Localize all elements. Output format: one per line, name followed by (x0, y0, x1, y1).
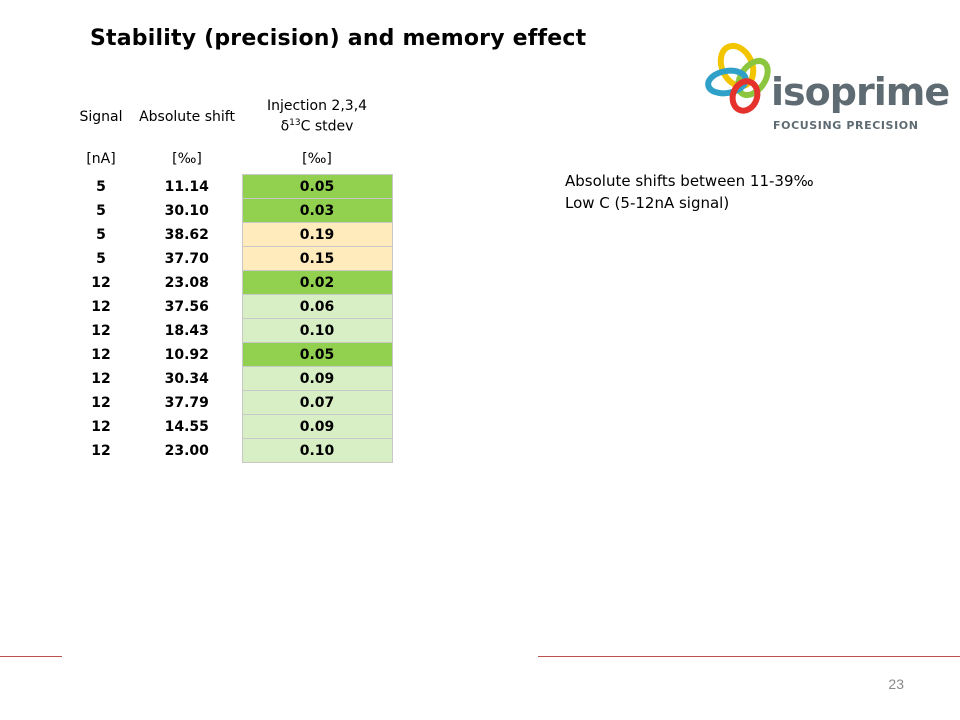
cell-absolute-shift: 14.55 (164, 418, 209, 435)
page-number: 23 (888, 676, 904, 692)
cell-signal: 12 (91, 370, 111, 387)
table-row: 5 38.62 0.19 (70, 222, 393, 247)
table-row: 12 23.00 0.10 (70, 438, 393, 463)
unit-signal: [nA] (86, 151, 116, 168)
cell-absolute-shift: 37.56 (164, 298, 209, 315)
table-row: 5 11.14 0.05 (70, 174, 393, 199)
cell-signal: 5 (96, 178, 106, 195)
table-row: 12 37.79 0.07 (70, 390, 393, 415)
header-stdev-label: C stdev (300, 118, 354, 135)
table-row: 12 37.56 0.06 (70, 294, 393, 319)
footer-rule-right (538, 656, 960, 657)
footer-rule-left (0, 656, 62, 657)
cell-signal: 5 (96, 226, 106, 243)
cell-stdev: 0.03 (241, 198, 393, 223)
cell-signal: 12 (91, 394, 111, 411)
isoprime-logo: isoprime FOCUSING PRECISION (705, 40, 950, 140)
cell-signal: 12 (91, 442, 111, 459)
table-row: 5 37.70 0.15 (70, 246, 393, 271)
header-signal: Signal (79, 108, 123, 125)
cell-stdev: 0.05 (241, 342, 393, 367)
cell-stdev: 0.15 (241, 246, 393, 271)
cell-stdev: 0.07 (241, 390, 393, 415)
unit-absolute-shift: [‰] (172, 151, 202, 168)
cell-absolute-shift: 38.62 (164, 226, 209, 243)
cell-signal: 5 (96, 202, 106, 219)
table-row: 12 10.92 0.05 (70, 342, 393, 367)
cell-stdev: 0.10 (241, 318, 393, 343)
header-isotope-superscript: 13 (289, 118, 301, 129)
cell-signal: 12 (91, 322, 111, 339)
cell-absolute-shift: 18.43 (164, 322, 209, 339)
table-row: 5 30.10 0.03 (70, 198, 393, 223)
cell-stdev: 0.02 (241, 270, 393, 295)
header-absolute-shift: Absolute shift (139, 108, 235, 125)
notes-block: Absolute shifts between 11-39‰ Low C (5-… (565, 170, 814, 214)
note-low-c: Low C (5-12nA signal) (565, 194, 730, 212)
cell-absolute-shift: 23.08 (164, 274, 209, 291)
cell-absolute-shift: 23.00 (164, 442, 209, 459)
table-body: 5 11.14 0.05 5 30.10 0.03 5 38.62 0.19 5 37.70 0.15… (70, 174, 393, 463)
header-delta-symbol: δ (280, 118, 290, 135)
cell-absolute-shift: 30.34 (164, 370, 209, 387)
cell-absolute-shift: 37.70 (164, 250, 209, 267)
table-row: 12 30.34 0.09 (70, 366, 393, 391)
cell-signal: 12 (91, 346, 111, 363)
cell-absolute-shift: 37.79 (164, 394, 209, 411)
logo-tagline: FOCUSING PRECISION (773, 119, 919, 132)
cell-stdev: 0.09 (241, 414, 393, 439)
cell-signal: 12 (91, 418, 111, 435)
table-row: 12 23.08 0.02 (70, 270, 393, 295)
note-absolute-shifts: Absolute shifts between 11-39‰ (565, 172, 814, 190)
cell-absolute-shift: 11.14 (164, 178, 209, 195)
logo-wordmark: isoprime (771, 70, 950, 114)
header-injection-line: Injection 2,3,4 (266, 98, 368, 115)
cell-signal: 12 (91, 298, 111, 315)
cell-stdev: 0.06 (241, 294, 393, 319)
cell-stdev: 0.10 (241, 438, 393, 463)
cell-stdev: 0.09 (241, 366, 393, 391)
cell-stdev: 0.05 (241, 174, 393, 199)
cell-stdev: 0.19 (241, 222, 393, 247)
table-row: 12 18.43 0.10 (70, 318, 393, 343)
cell-absolute-shift: 10.92 (164, 346, 209, 363)
unit-stdev: [‰] (302, 151, 332, 167)
table-row: 12 14.55 0.09 (70, 414, 393, 439)
cell-absolute-shift: 30.10 (164, 202, 209, 219)
logo-rings-icon (705, 42, 771, 114)
header-injection-stdev: Injection 2,3,4 δ13C stdev (242, 90, 392, 144)
results-table-container: Signal Absolute shift Injection 2,3,4 δ1… (70, 90, 393, 463)
slide-title: Stability (precision) and memory effect (90, 26, 587, 51)
cell-signal: 12 (91, 274, 111, 291)
results-table: Signal Absolute shift Injection 2,3,4 δ1… (70, 90, 393, 463)
cell-signal: 5 (96, 250, 106, 267)
